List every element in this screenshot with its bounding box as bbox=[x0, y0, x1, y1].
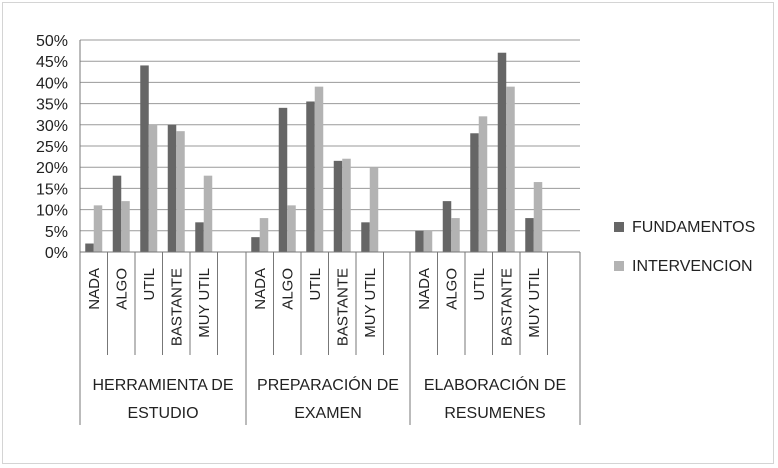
bar-fundamentos bbox=[333, 160, 343, 252]
x-category-label: NADA bbox=[86, 268, 103, 310]
x-category-label: UTIL bbox=[307, 268, 324, 301]
group-label: HERRAMIENTA DE bbox=[92, 377, 233, 394]
bar-intervencion bbox=[506, 86, 515, 252]
bar-intervencion bbox=[533, 182, 543, 252]
y-tick-label: 10% bbox=[36, 203, 68, 220]
x-category-label: UTIL bbox=[141, 268, 158, 301]
x-category-label: ALGO bbox=[443, 268, 460, 310]
y-tick-label: 20% bbox=[36, 160, 68, 177]
bar-intervencion bbox=[93, 205, 103, 252]
bar-intervencion bbox=[259, 218, 269, 252]
bar-fundamentos bbox=[525, 218, 534, 252]
bar-fundamentos bbox=[251, 237, 260, 252]
x-category-label: ALGO bbox=[113, 268, 130, 310]
bar-fundamentos bbox=[442, 201, 452, 252]
y-tick-label: 35% bbox=[36, 97, 68, 114]
x-category-label: BASTANTE bbox=[168, 268, 185, 346]
bar-fundamentos bbox=[112, 175, 122, 252]
y-tick-label: 50% bbox=[36, 33, 68, 50]
legend-label: INTERVENCION bbox=[632, 258, 753, 275]
y-tick-label: 45% bbox=[36, 54, 68, 71]
bar-fundamentos bbox=[497, 52, 507, 252]
bar-intervencion bbox=[203, 175, 213, 252]
y-tick-label: 25% bbox=[36, 139, 68, 156]
x-category-label: ALGO bbox=[279, 268, 296, 310]
x-category-label: NADA bbox=[252, 268, 269, 310]
group-label: RESUMENES bbox=[444, 405, 545, 422]
bar-intervencion bbox=[176, 131, 185, 252]
y-tick-label: 30% bbox=[36, 118, 68, 135]
chart-frame bbox=[2, 2, 774, 464]
bar-intervencion bbox=[342, 158, 351, 252]
x-category-label: UTIL bbox=[471, 268, 488, 301]
bar-fundamentos bbox=[361, 222, 370, 252]
x-category-label: NADA bbox=[416, 268, 433, 310]
bar-fundamentos bbox=[415, 230, 424, 252]
x-category-label: MUY UTIL bbox=[362, 268, 379, 338]
bar-intervencion bbox=[451, 218, 460, 252]
legend-swatch bbox=[614, 261, 624, 271]
bar-intervencion bbox=[121, 201, 130, 252]
x-category-label: MUY UTIL bbox=[196, 268, 213, 338]
legend-swatch bbox=[614, 222, 624, 232]
group-label: ELABORACIÓN DE bbox=[424, 375, 566, 394]
x-category-label: BASTANTE bbox=[334, 268, 351, 346]
bar-intervencion bbox=[369, 167, 379, 252]
bar-fundamentos bbox=[306, 101, 315, 252]
bar-fundamentos bbox=[167, 124, 177, 252]
y-tick-label: 40% bbox=[36, 75, 68, 92]
bar-intervencion bbox=[478, 116, 488, 252]
group-label: PREPARACIÓN DE bbox=[257, 375, 399, 394]
bar-fundamentos bbox=[85, 243, 94, 252]
x-category-label: MUY UTIL bbox=[526, 268, 543, 338]
legend-label: FUNDAMENTOS bbox=[632, 219, 755, 236]
bar-fundamentos bbox=[140, 65, 149, 252]
y-tick-label: 15% bbox=[36, 181, 68, 198]
group-label: EXAMEN bbox=[294, 405, 362, 422]
y-tick-label: 0% bbox=[45, 245, 68, 262]
y-tick-label: 5% bbox=[45, 224, 68, 241]
bar-intervencion bbox=[423, 230, 433, 252]
bar-fundamentos bbox=[278, 107, 288, 252]
group-label: ESTUDIO bbox=[127, 405, 198, 422]
bar-fundamentos bbox=[195, 222, 204, 252]
bar-fundamentos bbox=[470, 133, 479, 252]
bar-intervencion bbox=[148, 124, 158, 252]
bar-intervencion bbox=[287, 205, 296, 252]
x-category-label: BASTANTE bbox=[498, 268, 515, 346]
bar-intervencion bbox=[314, 86, 324, 252]
